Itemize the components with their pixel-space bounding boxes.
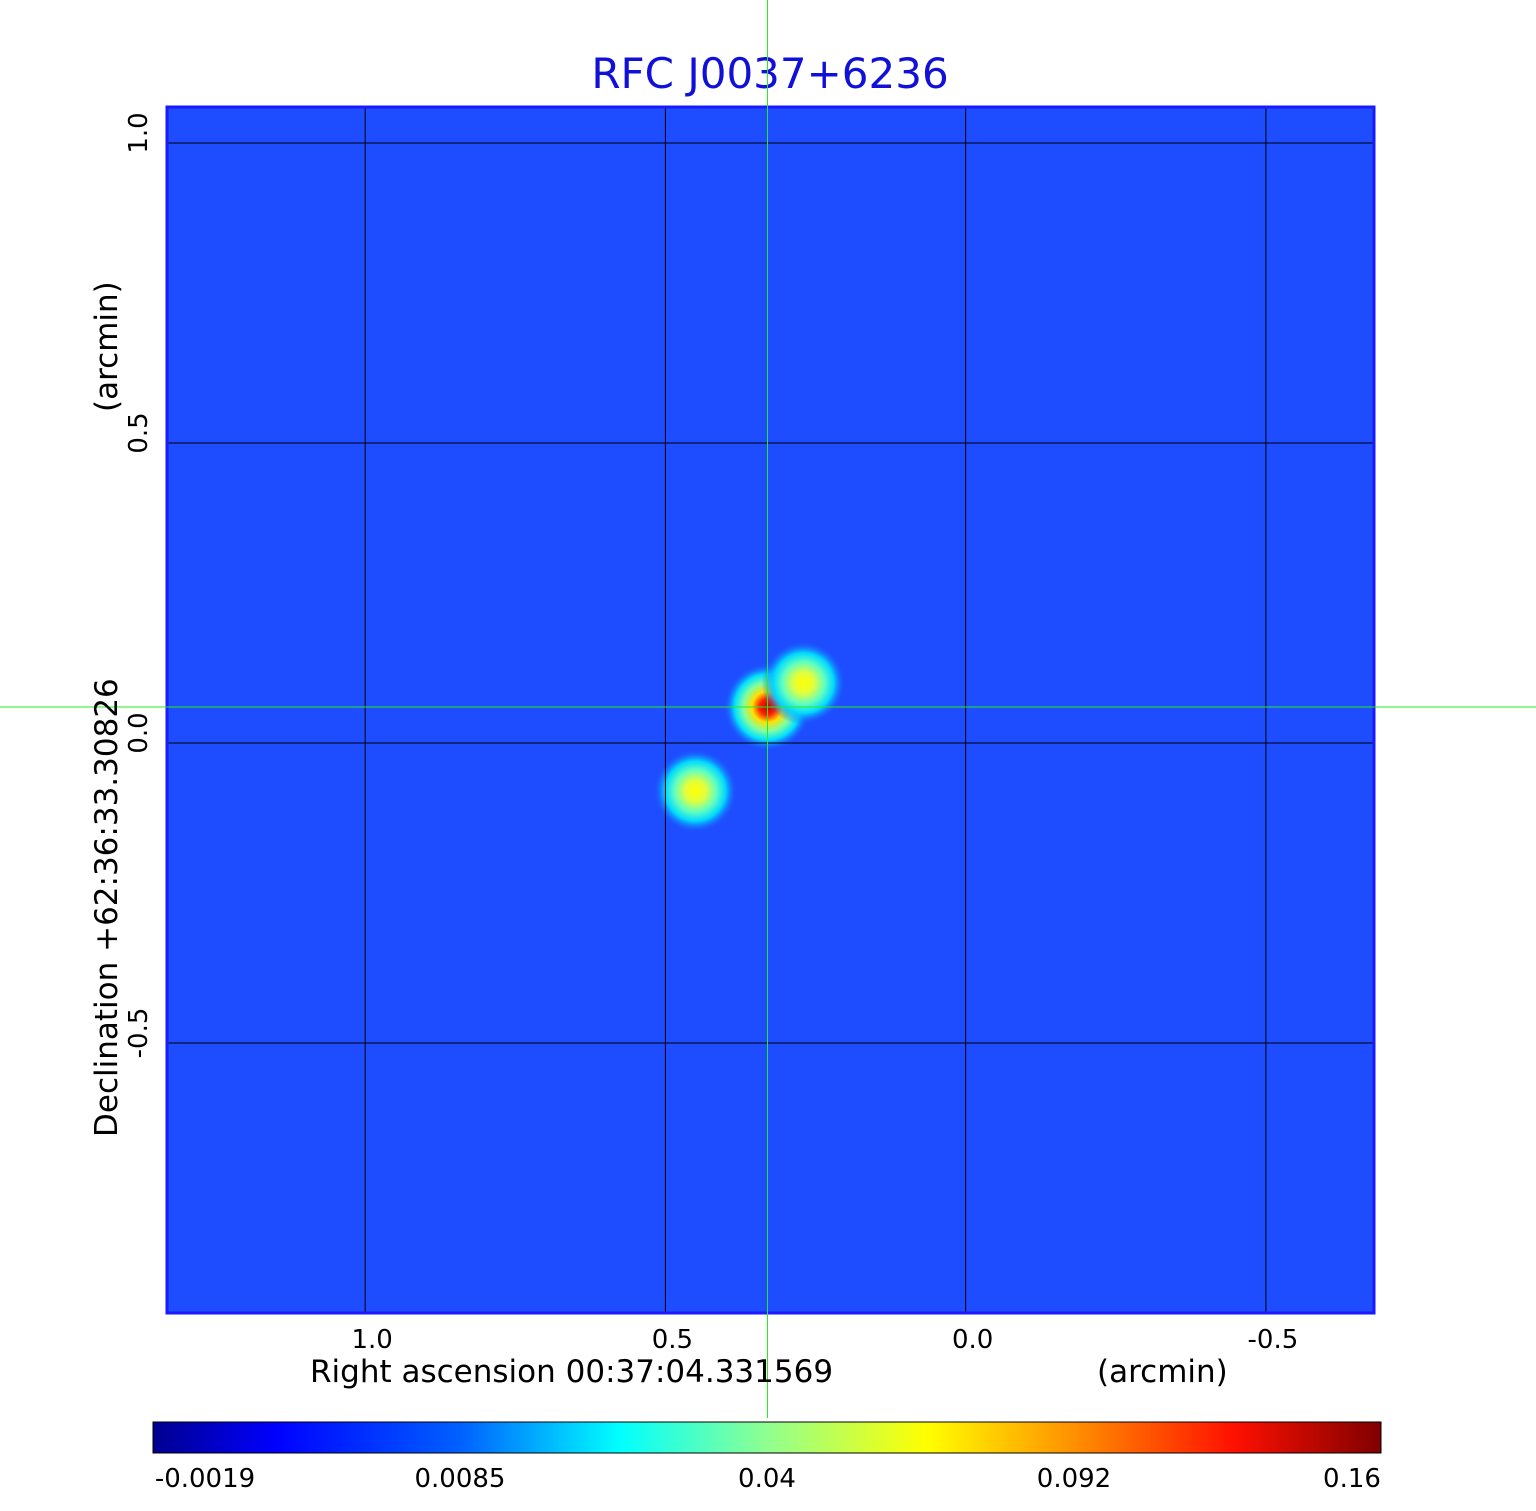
y-axis-label: Declination +62:36:33.30826 xyxy=(89,678,125,1137)
x-tick-label: -0.5 xyxy=(1248,1325,1299,1355)
x-tick-labels: 1.0 0.5 0.0 -0.5 xyxy=(351,1325,1298,1355)
grid-lines xyxy=(167,107,1374,1313)
colorbar-tick-label: -0.0019 xyxy=(155,1464,255,1494)
x-tick-label: 0.0 xyxy=(952,1325,993,1355)
y-tick-label: 0.5 xyxy=(124,412,154,453)
plot-frame xyxy=(165,105,1376,1315)
source-2 xyxy=(761,641,846,725)
chart-title: RFC J0037+6236 xyxy=(591,49,948,98)
colorbar-tick-label: 0.092 xyxy=(1037,1464,1111,1494)
colorbar-tick-label: 0.0085 xyxy=(415,1464,506,1494)
y-tick-label: 1.0 xyxy=(124,112,154,153)
x-tick-label: 1.0 xyxy=(351,1325,392,1355)
y-tick-label: -0.5 xyxy=(124,1008,154,1059)
x-tick-label: 0.5 xyxy=(652,1325,693,1355)
colorbar-tick-labels: -0.0019 0.0085 0.04 0.092 0.16 xyxy=(155,1464,1381,1494)
y-axis-unit: (arcmin) xyxy=(89,281,125,412)
plot-area xyxy=(167,107,1374,1313)
colorbar xyxy=(152,1421,1382,1454)
x-axis-unit: (arcmin) xyxy=(1097,1354,1228,1390)
colorbar-tick-label: 0.04 xyxy=(738,1464,796,1494)
y-tick-label: 0.0 xyxy=(124,712,154,753)
x-axis-label: Right ascension 00:37:04.331569 xyxy=(310,1354,833,1390)
colorbar-tick-label: 0.16 xyxy=(1323,1464,1381,1494)
y-tick-labels: 1.0 0.5 0.0 -0.5 xyxy=(124,112,154,1058)
crosshair xyxy=(0,0,1536,1418)
source-3 xyxy=(653,749,738,833)
